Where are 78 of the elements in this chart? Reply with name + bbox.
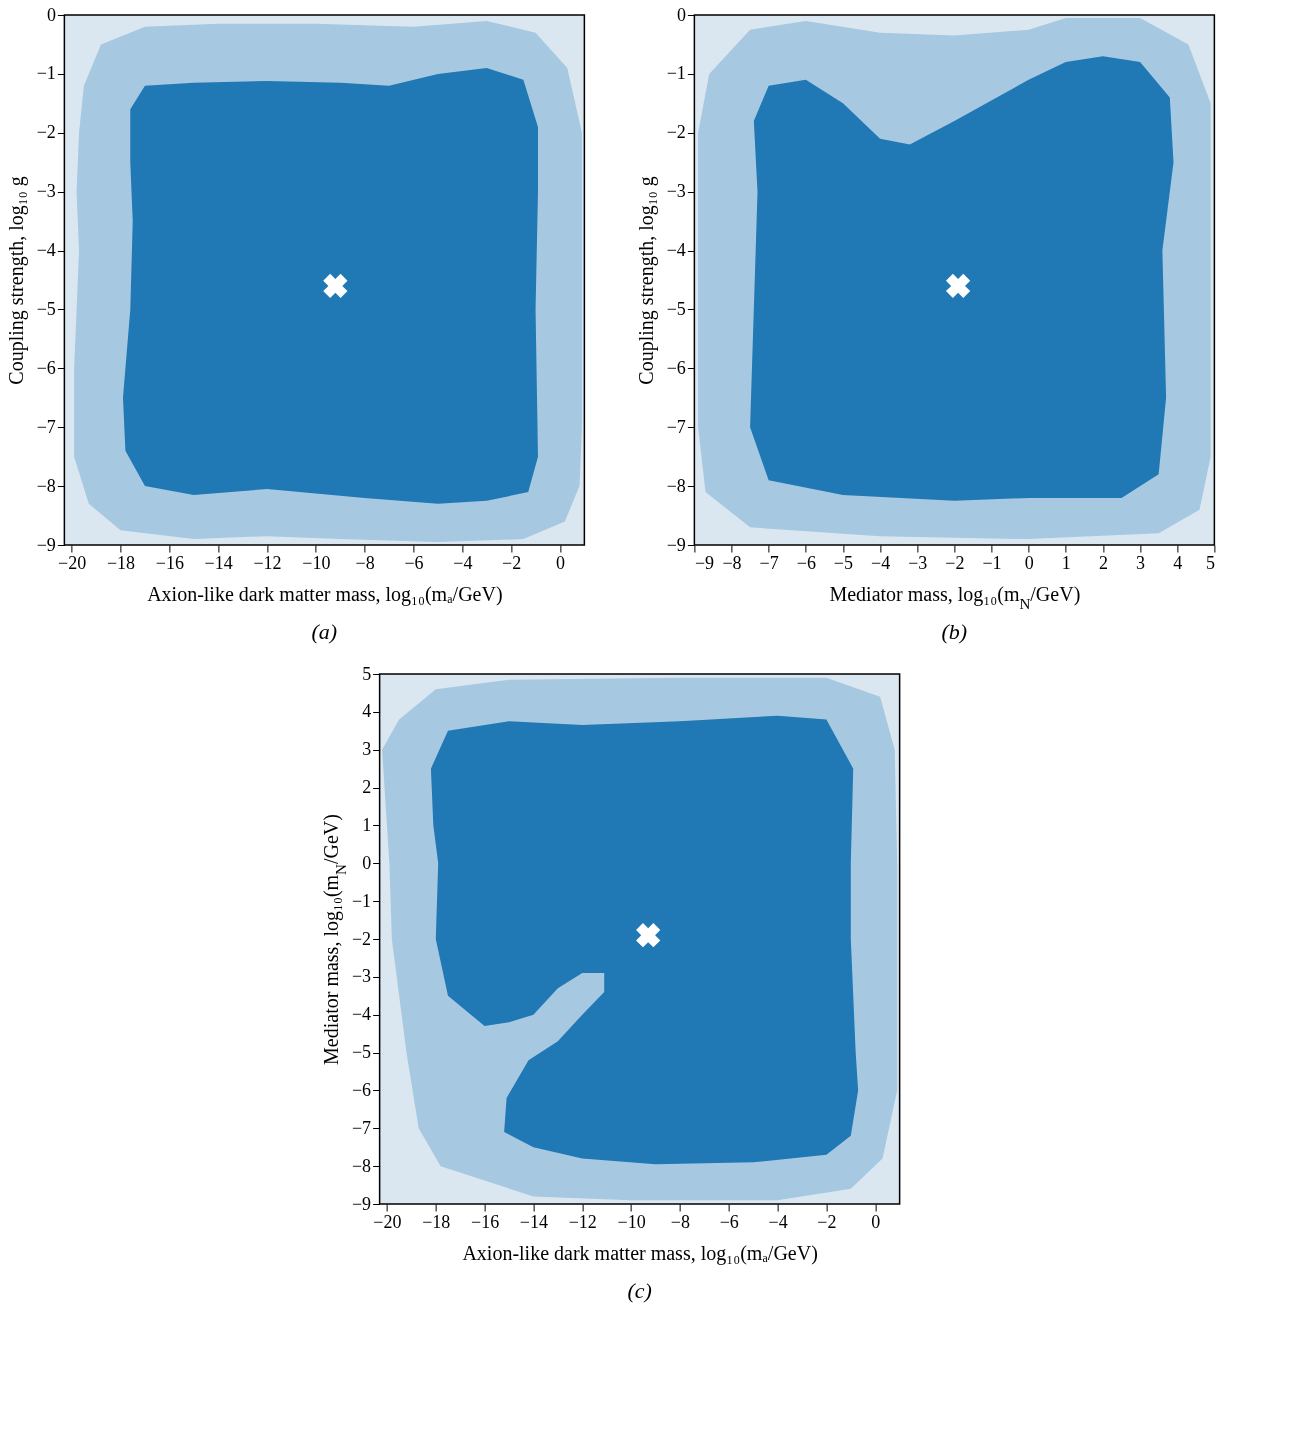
x-tick-label: −14 — [204, 552, 233, 573]
y-tick-label: −7 — [351, 1117, 372, 1138]
x-axis-title: Mediator mass, log₁₀(m$_{N}$/GeV) — [829, 582, 1081, 612]
x-tick-label: −20 — [58, 552, 87, 573]
x-tick-label: 0 — [555, 552, 565, 573]
x-tick-label: 4 — [1173, 552, 1183, 573]
y-tick-label: −8 — [666, 475, 686, 496]
y-tick-label: −5 — [351, 1042, 372, 1063]
x-tick-label: 0 — [871, 1211, 881, 1232]
y-tick-label: −7 — [666, 416, 686, 437]
x-tick-label: −12 — [253, 552, 282, 573]
x-tick-label: −18 — [106, 552, 136, 573]
x-tick-label: −3 — [908, 552, 928, 573]
y-tick-label: −3 — [666, 181, 686, 202]
x-tick-label: −18 — [422, 1211, 451, 1232]
y-tick-label: −5 — [36, 298, 56, 319]
x-tick-label: −14 — [519, 1211, 549, 1232]
y-tick-label: −3 — [351, 966, 372, 987]
x-tick-label: −7 — [759, 552, 779, 573]
y-tick-label: −6 — [36, 357, 56, 378]
y-tick-label: 5 — [362, 663, 372, 684]
y-tick-label: −9 — [36, 534, 56, 555]
x-axis-title: Axion-like dark matter mass, log₁₀(mₐ/GeV) — [147, 582, 503, 606]
x-tick-label: −16 — [155, 552, 184, 573]
y-tick-label: −3 — [36, 181, 56, 202]
y-tick-label: −2 — [36, 122, 56, 143]
x-tick-label: −4 — [453, 552, 473, 573]
x-tick-label: −8 — [722, 552, 742, 573]
y-tick-label: −5 — [666, 298, 686, 319]
y-tick-label: −9 — [351, 1193, 372, 1214]
y-tick-label: 0 — [676, 4, 686, 25]
x-tick-label: −12 — [568, 1211, 597, 1232]
y-tick-label: 0 — [46, 4, 56, 25]
text: (b) — [941, 619, 968, 644]
y-tick-label: −4 — [666, 240, 686, 261]
x-tick-label: 1 — [1061, 552, 1071, 573]
x-tick-label: −2 — [945, 552, 965, 573]
x-tick-label: −5 — [833, 552, 854, 573]
x-tick-label: −6 — [796, 552, 816, 573]
y-tick-label: −4 — [351, 1004, 372, 1025]
x-tick-label: −10 — [617, 1211, 646, 1232]
text: (a) — [311, 619, 338, 644]
y-tick-label: −2 — [666, 122, 686, 143]
y-tick-label: 0 — [362, 852, 372, 873]
y-tick-label: 3 — [362, 739, 372, 760]
y-tick-label: −8 — [36, 475, 56, 496]
x-tick-label: −20 — [373, 1211, 402, 1232]
y-tick-label: 1 — [362, 814, 372, 835]
y-tick-label: −6 — [666, 357, 686, 378]
x-tick-label: 2 — [1098, 552, 1108, 573]
x-tick-label: 3 — [1136, 552, 1146, 573]
x-tick-label: −9 — [694, 552, 715, 573]
y-tick-label: −4 — [36, 240, 56, 261]
y-tick-label: 4 — [362, 701, 372, 722]
x-axis-title: Axion-like dark matter mass, log₁₀(mₐ/GeV) — [462, 1241, 818, 1265]
text: (c) — [627, 1278, 652, 1303]
y-tick-label: −7 — [36, 416, 56, 437]
x-tick-label: 0 — [1024, 552, 1034, 573]
y-axis-title: Coupling strength, log₁₀ g — [4, 176, 28, 385]
y-tick-label: −6 — [351, 1079, 372, 1100]
y-tick-label: 2 — [362, 777, 372, 798]
x-tick-label: −16 — [471, 1211, 500, 1232]
x-tick-label: −4 — [768, 1211, 788, 1232]
y-tick-label: −1 — [36, 63, 56, 84]
x-tick-label: −2 — [502, 552, 522, 573]
x-tick-label: −6 — [719, 1211, 739, 1232]
y-axis-title: Coupling strength, log₁₀ g — [634, 176, 658, 385]
y-tick-label: −1 — [666, 63, 686, 84]
x-tick-label: −2 — [817, 1211, 837, 1232]
y-tick-label: −9 — [666, 534, 686, 555]
y-tick-label: −8 — [351, 1155, 372, 1176]
x-tick-label: 5 — [1205, 552, 1215, 573]
x-tick-label: −4 — [871, 552, 891, 573]
x-tick-label: −6 — [404, 552, 424, 573]
x-tick-label: −1 — [982, 552, 1002, 573]
y-tick-label: −1 — [351, 890, 372, 911]
x-tick-label: −10 — [302, 552, 331, 573]
y-tick-label: −2 — [351, 928, 372, 949]
